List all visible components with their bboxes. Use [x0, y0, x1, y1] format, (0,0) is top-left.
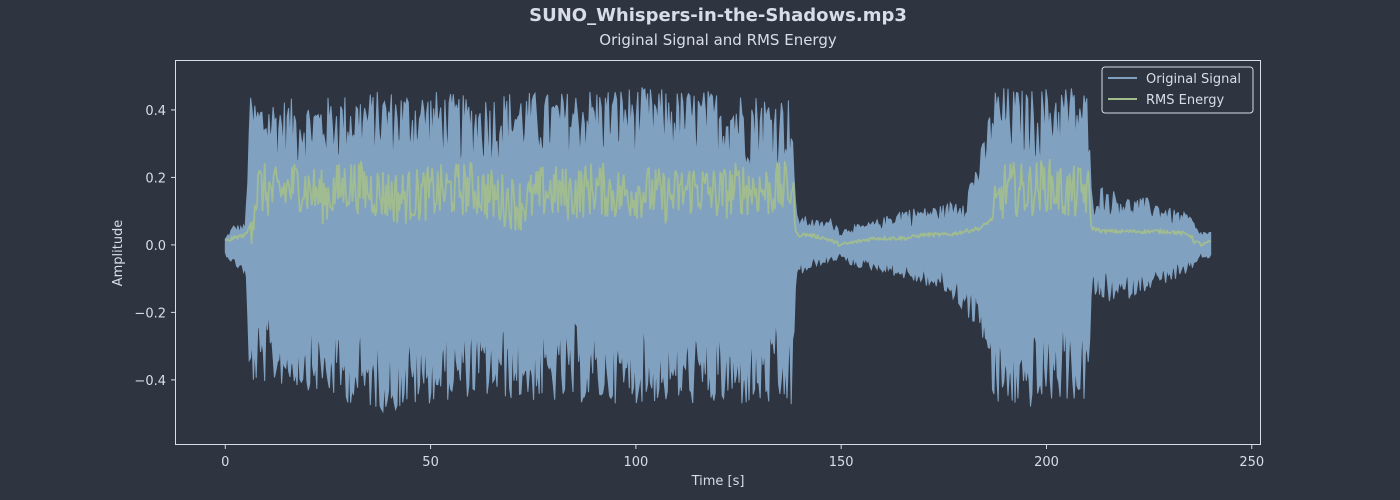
y-axis-label: Amplitude [111, 220, 126, 287]
series-original-signal [224, 87, 1212, 414]
x-tick-label: 150 [829, 455, 854, 470]
x-tick-label: 250 [1239, 455, 1264, 470]
x-tick-label: 0 [221, 455, 229, 470]
plot-area [224, 87, 1212, 414]
chart-title: SUNO_Whispers-in-the-Shadows.mp3 [529, 5, 907, 26]
y-tick-label: 0.2 [145, 171, 166, 186]
legend-label-rms-energy: RMS Energy [1146, 93, 1224, 108]
y-tick-label: −0.2 [134, 306, 166, 321]
x-tick-label: 100 [623, 455, 648, 470]
y-tick-label: 0.0 [145, 239, 166, 254]
y-tick-label: −0.4 [134, 374, 166, 389]
axes-frame [175, 60, 1261, 445]
x-tick-label: 50 [422, 455, 439, 470]
x-tick-label: 200 [1034, 455, 1059, 470]
x-axis: 0 50 100 150 200 250 [221, 444, 1264, 470]
legend: Original Signal RMS Energy [1101, 66, 1254, 114]
y-axis: −0.4 −0.2 0.0 0.2 0.4 [134, 104, 176, 389]
legend-box [1101, 66, 1254, 114]
chart-subtitle: Original Signal and RMS Energy [599, 31, 837, 49]
series-rms-energy [225, 158, 1212, 247]
y-tick-label: 0.4 [145, 104, 166, 119]
x-axis-label: Time [s] [691, 474, 745, 489]
legend-label-original-signal: Original Signal [1146, 72, 1241, 87]
